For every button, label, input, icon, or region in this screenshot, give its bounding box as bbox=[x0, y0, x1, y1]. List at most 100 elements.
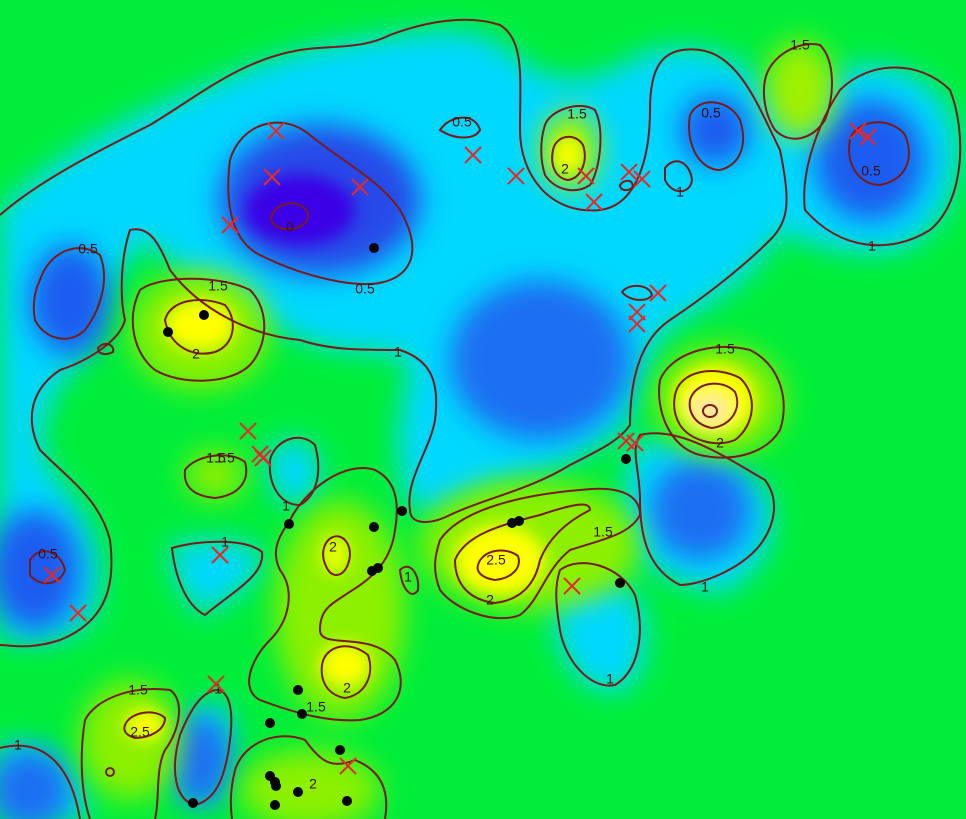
contour-1-tiny2 bbox=[664, 160, 694, 193]
contour-2-right bbox=[673, 370, 753, 445]
dot-marker bbox=[369, 243, 379, 253]
dot-marker bbox=[265, 718, 275, 728]
field-yellow-mid bbox=[320, 643, 370, 687]
contour-lines bbox=[0, 18, 962, 819]
field-yellow-center bbox=[455, 525, 545, 595]
field-blue-right bbox=[650, 460, 750, 560]
contour-05-center bbox=[620, 284, 654, 301]
contour-15-bottomleft-b bbox=[80, 719, 91, 819]
contour-label: 1 bbox=[14, 737, 22, 753]
contour-label: 0.5 bbox=[78, 241, 98, 257]
dot-marker bbox=[293, 787, 303, 797]
cross-marker bbox=[563, 577, 581, 595]
contour-label: 0.5 bbox=[452, 114, 472, 130]
contour-15-right bbox=[658, 345, 785, 459]
contour-label: 2 bbox=[486, 592, 494, 608]
contour-05-top bbox=[688, 101, 745, 172]
contour-label: 2 bbox=[716, 435, 724, 451]
cross-marker bbox=[43, 566, 61, 584]
cross-marker bbox=[221, 216, 239, 234]
cross-marker bbox=[585, 193, 603, 211]
cross-marker bbox=[211, 546, 229, 564]
contour-label: 2 bbox=[192, 346, 200, 362]
contour-label: 1 bbox=[394, 344, 402, 360]
contour-label: 1.5 bbox=[715, 341, 735, 357]
field-blue-bottomleft bbox=[0, 750, 70, 819]
dot-marker bbox=[335, 745, 345, 755]
field-lime-bottom-left bbox=[80, 680, 180, 800]
contour-label: 0.5 bbox=[861, 163, 881, 179]
contour-2-bottomleft bbox=[123, 711, 167, 740]
contour-1-main bbox=[0, 18, 788, 648]
contour-05-left bbox=[32, 247, 106, 340]
contour-label: 2.5 bbox=[486, 552, 506, 568]
dot-marker bbox=[271, 781, 281, 791]
field-cyan-left-mid bbox=[170, 540, 265, 615]
contour-label: 1.5 bbox=[567, 106, 587, 122]
contour-15-bottom-b bbox=[229, 769, 236, 819]
contour-label: 2 bbox=[343, 680, 351, 696]
contour-05-tiny2 bbox=[618, 179, 634, 192]
dot-marker bbox=[621, 454, 631, 464]
cross-marker bbox=[464, 146, 482, 164]
cross-marker bbox=[649, 284, 667, 302]
dot-marker bbox=[293, 685, 303, 695]
contour-2-mid2 bbox=[322, 535, 352, 576]
contour-1-tiny bbox=[398, 565, 420, 595]
contour-label: 1 bbox=[606, 671, 614, 687]
contour-label: 1 bbox=[221, 534, 229, 550]
contour-1-bottomleft bbox=[0, 744, 81, 819]
contour-15-center bbox=[434, 487, 642, 620]
field-blue-bottom bbox=[170, 715, 230, 805]
contour-15-mid bbox=[248, 467, 402, 722]
cross-marker bbox=[507, 167, 525, 185]
contour-25-center bbox=[476, 549, 520, 582]
contour-label: 1 bbox=[404, 569, 412, 585]
field-lime-top bbox=[765, 40, 835, 140]
contour-label: 0.5 bbox=[355, 281, 375, 297]
deepest-field bbox=[245, 175, 355, 245]
cross-marker bbox=[351, 178, 369, 196]
dot-marker bbox=[188, 798, 198, 808]
contour-label: 1.5 bbox=[790, 37, 810, 53]
contour-label: 1.5 bbox=[593, 524, 613, 540]
contour-2-top bbox=[551, 135, 586, 182]
contour-2-tiny bbox=[105, 767, 115, 777]
cross-marker bbox=[849, 122, 867, 140]
field-blue-top bbox=[680, 95, 750, 165]
contour-label: 1 bbox=[214, 681, 222, 697]
dot-marker bbox=[615, 578, 625, 588]
contour-05-northwest bbox=[227, 121, 414, 285]
contour-1-small bbox=[268, 436, 320, 507]
field-indigo-core bbox=[245, 175, 355, 245]
contour-15-top2 bbox=[540, 105, 602, 192]
contour-label: 1.5 bbox=[206, 450, 226, 466]
contour-1-bottom-mid bbox=[555, 562, 641, 687]
cross-marker bbox=[263, 168, 281, 186]
contour-05-small bbox=[438, 116, 482, 139]
dot-marker bbox=[163, 327, 173, 337]
cross-marker bbox=[633, 170, 651, 188]
field-blue-left bbox=[30, 245, 110, 355]
contour-05-topright bbox=[848, 121, 910, 187]
contour-1-leftmid bbox=[170, 540, 264, 617]
field-cyan-mid-small bbox=[268, 439, 320, 507]
cross-marker bbox=[620, 163, 638, 181]
cross-marker bbox=[628, 315, 646, 333]
cross-marker bbox=[859, 128, 877, 146]
dot-marker bbox=[342, 796, 352, 806]
contour-15-bottomleft bbox=[84, 688, 181, 819]
dot-marker bbox=[397, 506, 407, 516]
field-blue-center bbox=[450, 280, 630, 440]
field-yellow-mid2 bbox=[321, 535, 349, 575]
contour-label: 2.5 bbox=[130, 724, 150, 740]
dot-marker bbox=[199, 310, 209, 320]
cross-marker bbox=[207, 675, 225, 693]
cross-marker bbox=[254, 449, 272, 467]
cross-marker bbox=[626, 434, 644, 452]
contour-2-left bbox=[163, 299, 234, 355]
contour-15-top bbox=[762, 43, 833, 140]
contour-label: 2 bbox=[329, 539, 337, 555]
dot-marker bbox=[270, 800, 280, 810]
